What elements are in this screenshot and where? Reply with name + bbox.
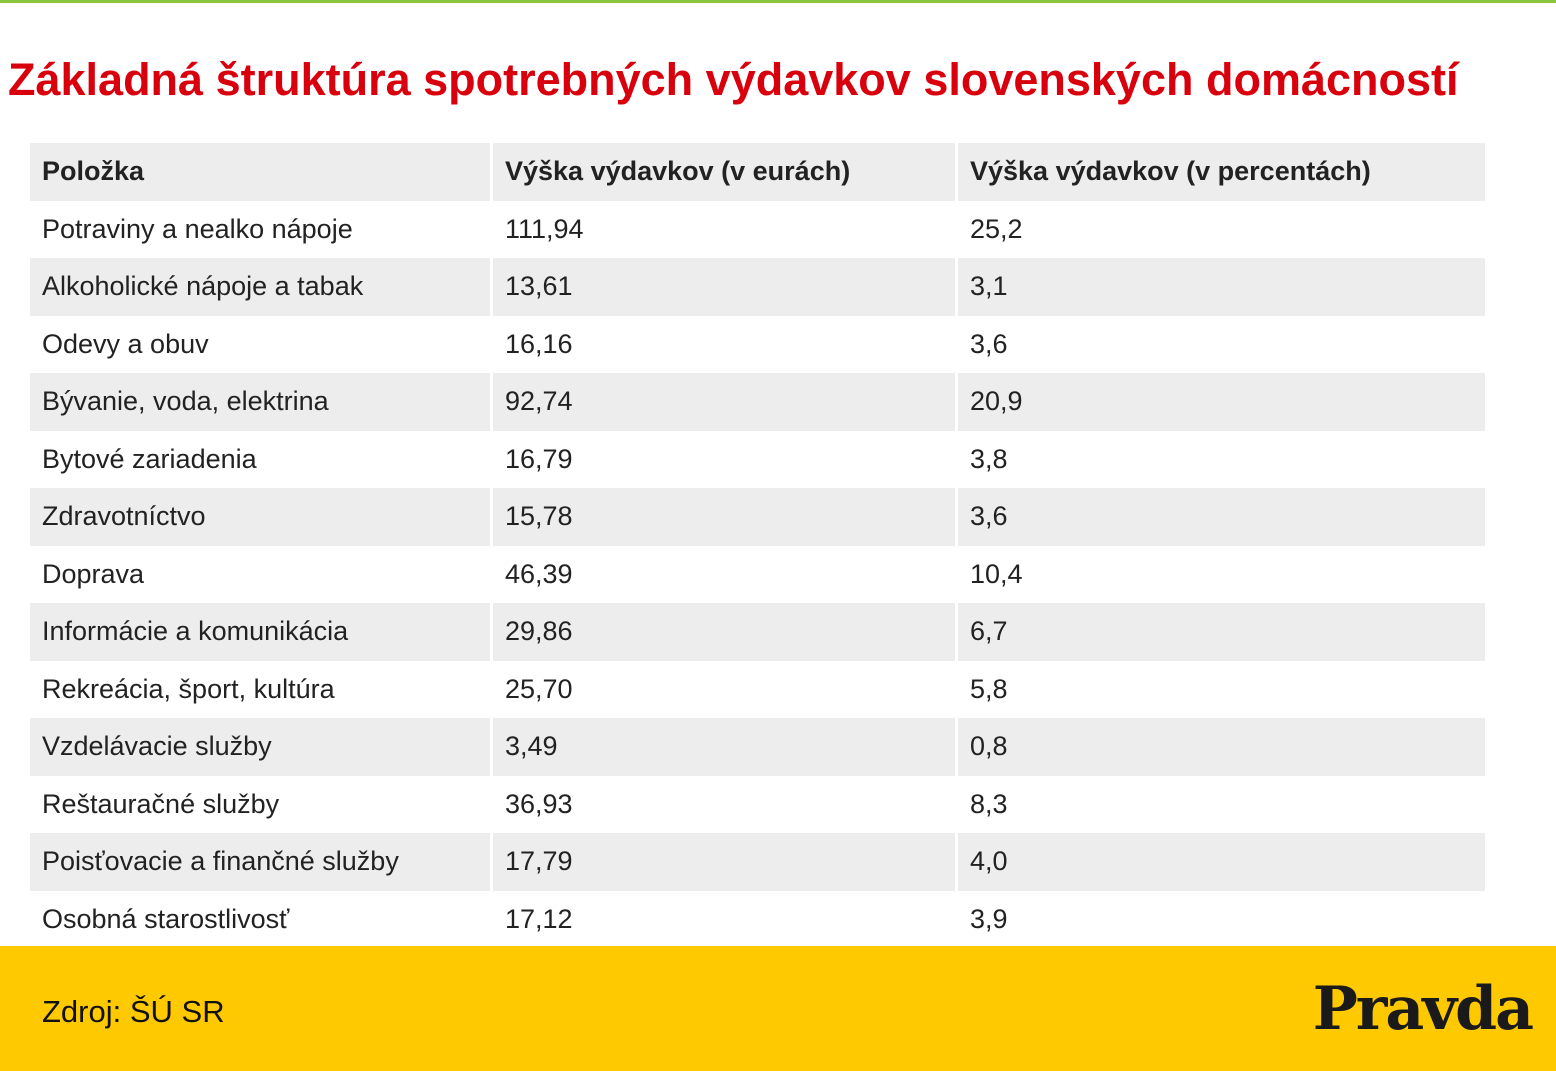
table-row: Doprava 46,39 10,4 [30,546,1485,604]
cell-percent: 3,6 [958,488,1485,546]
cell-euros: 46,39 [505,558,573,589]
cell-euros: 25,70 [505,673,573,704]
cell-percent: 6,7 [958,603,1485,661]
cell-item: Bytové zariadenia [42,443,257,474]
cell-item: Zdravotníctvo [30,488,490,546]
table-row: Bývanie, voda, elektrina 92,74 20,9 [30,373,1485,431]
cell-euros: 15,78 [493,488,955,546]
cell-percent: 3,6 [970,328,1008,359]
cell-percent: 20,9 [958,373,1485,431]
table-row: Potraviny a nealko nápoje 111,94 25,2 [30,201,1485,259]
cell-euros: 36,93 [505,788,573,819]
cell-percent: 5,8 [970,673,1008,704]
cell-percent: 0,8 [958,718,1485,776]
table-row: Informácie a komunikácia 29,86 6,7 [30,603,1485,661]
cell-euros: 17,79 [493,833,955,891]
cell-percent: 8,3 [970,788,1008,819]
cell-item: Reštauračné služby [42,788,280,819]
page-title: Základná štruktúra spotrebných výdavkov … [8,54,1459,105]
table-row: Bytové zariadenia 16,79 3,8 [30,431,1485,489]
cell-euros: 16,79 [505,443,573,474]
footer-bar: Zdroj: ŠÚ SR Pravda [0,946,1556,1071]
table-header-row: Položka Výška výdavkov (v eurách) Výška … [30,143,1485,201]
cell-euros: 3,49 [493,718,955,776]
cell-euros: 92,74 [493,373,955,431]
header-cell-item: Položka [30,143,490,201]
cell-item: Vzdelávacie služby [30,718,490,776]
cell-euros: 111,94 [505,213,584,244]
cell-item: Bývanie, voda, elektrina [30,373,490,431]
table-row: Zdravotníctvo 15,78 3,6 [30,488,1485,546]
cell-item: Informácie a komunikácia [30,603,490,661]
cell-euros: 17,12 [505,903,573,934]
top-accent-line [0,0,1556,3]
table-row: Poisťovacie a finančné služby 17,79 4,0 [30,833,1485,891]
header-cell-percent: Výška výdavkov (v percentách) [958,143,1485,201]
pravda-logo: Pravda [1312,974,1534,1044]
cell-percent: 3,9 [970,903,1008,934]
cell-percent: 10,4 [970,558,1023,589]
cell-item: Odevy a obuv [42,328,209,359]
data-table: Položka Výška výdavkov (v eurách) Výška … [30,143,1485,948]
table-row: Osobná starostlivosť 17,12 3,9 [30,891,1485,949]
source-note: Zdroj: ŠÚ SR [42,994,225,1029]
table-row: Reštauračné služby 36,93 8,3 [30,776,1485,834]
cell-item: Osobná starostlivosť [42,903,290,934]
cell-percent: 4,0 [958,833,1485,891]
cell-euros: 13,61 [493,258,955,316]
table-body: Potraviny a nealko nápoje 111,94 25,2 Alkoh… [30,201,1485,949]
cell-item: Rekreácia, šport, kultúra [42,673,335,704]
header-cell-euros: Výška výdavkov (v eurách) [493,143,955,201]
cell-item: Poisťovacie a finančné služby [30,833,490,891]
cell-percent: 25,2 [970,213,1023,244]
cell-item: Potraviny a nealko nápoje [42,213,353,244]
cell-item: Alkoholické nápoje a tabak [30,258,490,316]
table-row: Odevy a obuv 16,16 3,6 [30,316,1485,374]
table-row: Alkoholické nápoje a tabak 13,61 3,1 [30,258,1485,316]
table-row: Vzdelávacie služby 3,49 0,8 [30,718,1485,776]
cell-euros: 29,86 [493,603,955,661]
cell-item: Doprava [42,558,145,589]
cell-percent: 3,1 [958,258,1485,316]
cell-percent: 3,8 [970,443,1008,474]
table-row: Rekreácia, šport, kultúra 25,70 5,8 [30,661,1485,719]
cell-euros: 16,16 [505,328,573,359]
